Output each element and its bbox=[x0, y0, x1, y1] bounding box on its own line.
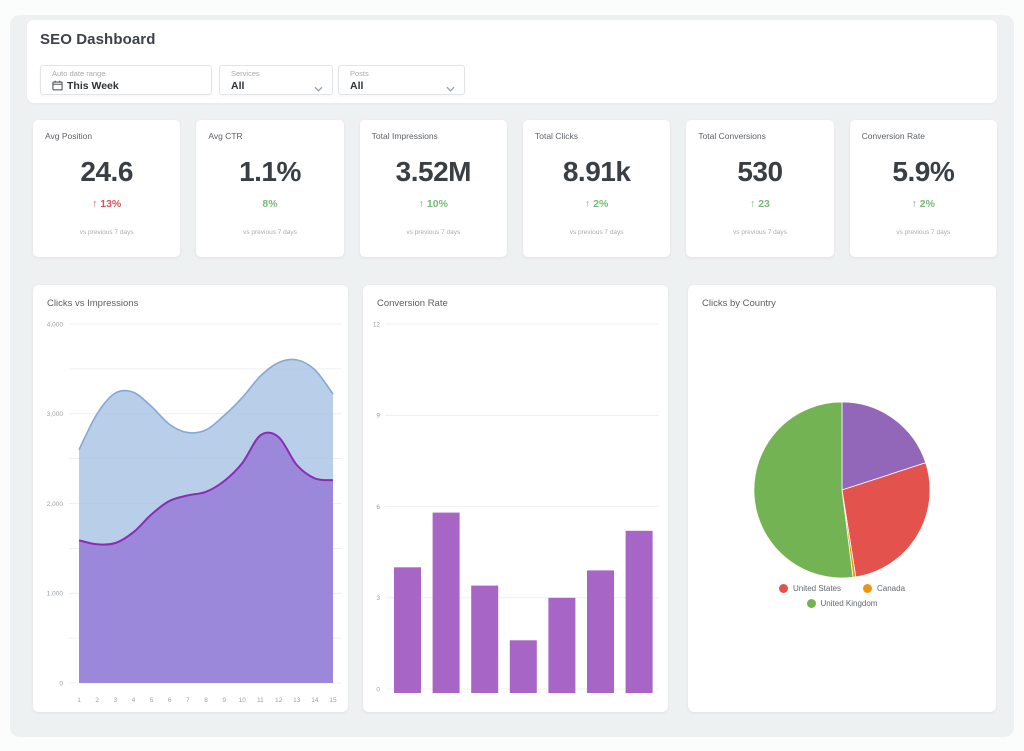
chevron-down-icon bbox=[314, 79, 323, 97]
svg-text:1,000: 1,000 bbox=[47, 591, 64, 598]
legend-label: Canada bbox=[877, 584, 906, 593]
legend-label: United Kingdom bbox=[820, 599, 878, 608]
posts-filter-label: Posts bbox=[350, 69, 369, 78]
legend-dot bbox=[778, 584, 788, 593]
kpi-note: vs previous 7 days bbox=[733, 229, 787, 236]
dashboard-container: SEO Dashboard Auto date range This Week … bbox=[10, 15, 1014, 737]
kpi-delta: ↑ 2% bbox=[911, 198, 935, 210]
kpi-note: vs previous 7 days bbox=[79, 229, 134, 236]
posts-filter-value: All bbox=[350, 79, 364, 92]
kpi-card-avg-position: Avg Position 24.6 ↑ 13% vs previous 7 da… bbox=[33, 120, 181, 257]
chart-title: Clicks vs Impressions bbox=[47, 298, 139, 309]
date-range-filter[interactable]: Auto date range This Week bbox=[40, 65, 212, 95]
svg-text:13: 13 bbox=[293, 697, 301, 704]
kpi-label: Conversion Rate bbox=[861, 131, 925, 141]
services-filter-value: All bbox=[231, 79, 245, 92]
kpi-card-avg-ctr: Avg CTR 1.1% 8% vs previous 7 days bbox=[196, 120, 344, 257]
kpi-delta: ↑ 13% bbox=[92, 198, 122, 210]
clicks-vs-impressions-card: 4,000 3,000 2,000 1,000 0 1 2 3 4 5 6 7 8 9 10 11 12 13 14… bbox=[33, 285, 348, 712]
svg-text:9: 9 bbox=[376, 413, 380, 420]
svg-text:6: 6 bbox=[376, 504, 380, 511]
kpi-value: 530 bbox=[737, 156, 783, 187]
svg-text:3: 3 bbox=[113, 697, 117, 704]
legend-row: United States Canada bbox=[778, 584, 905, 593]
services-filter-label: Services bbox=[231, 69, 260, 78]
kpi-label: Total Clicks bbox=[534, 131, 578, 141]
chart-title: Conversion Rate bbox=[377, 298, 448, 309]
svg-text:1: 1 bbox=[77, 697, 81, 704]
pie-slice bbox=[841, 462, 931, 578]
clicks-by-country-card: Clicks by Country United States Canada Uni… bbox=[688, 285, 996, 712]
svg-text:7: 7 bbox=[186, 697, 190, 704]
kpi-card-total-clicks: Total Clicks 8.91k ↑ 2% vs previous 7 da… bbox=[522, 120, 671, 257]
svg-text:3,000: 3,000 bbox=[47, 411, 64, 418]
svg-text:10: 10 bbox=[239, 697, 247, 704]
kpi-card-total-conversions: Total Conversions 530 ↑ 23 vs previous 7… bbox=[686, 120, 834, 257]
svg-text:5: 5 bbox=[150, 697, 154, 704]
pie-slice bbox=[753, 401, 854, 579]
svg-text:12: 12 bbox=[373, 321, 381, 328]
kpi-value: 1.1% bbox=[239, 156, 301, 187]
kpi-delta: ↑ 2% bbox=[584, 198, 609, 210]
kpi-value: 8.91k bbox=[562, 156, 631, 187]
svg-text:6: 6 bbox=[168, 697, 172, 704]
legend-item[interactable]: United States bbox=[778, 584, 841, 593]
svg-text:9: 9 bbox=[222, 697, 226, 704]
svg-text:2: 2 bbox=[95, 697, 99, 704]
svg-text:0: 0 bbox=[59, 680, 63, 687]
legend-label: United States bbox=[792, 584, 841, 593]
legend-dot bbox=[806, 599, 816, 608]
chart-title: Clicks by Country bbox=[702, 298, 776, 309]
calendar-icon bbox=[52, 80, 63, 91]
svg-text:15: 15 bbox=[329, 697, 337, 704]
kpi-label: Avg Position bbox=[45, 131, 93, 141]
kpi-label: Total Conversions bbox=[698, 131, 766, 141]
kpi-label: Total Impressions bbox=[371, 131, 438, 141]
svg-text:2,000: 2,000 bbox=[47, 501, 64, 508]
svg-text:12: 12 bbox=[275, 697, 283, 704]
kpi-value: 24.6 bbox=[80, 156, 133, 187]
legend-item[interactable]: United Kingdom bbox=[806, 599, 878, 608]
kpi-delta: 8% bbox=[262, 198, 278, 210]
kpi-value: 3.52M bbox=[395, 156, 472, 187]
legend-item[interactable]: Canada bbox=[863, 584, 905, 593]
date-range-filter-label: Auto date range bbox=[52, 69, 106, 78]
svg-text:8: 8 bbox=[204, 697, 208, 704]
pie-slice bbox=[841, 401, 927, 491]
services-filter[interactable]: Services All bbox=[219, 65, 333, 95]
conversion-rate-chart: 12 9 6 3 0 bbox=[373, 321, 659, 693]
pie-legend: United States Canada United Kingdom bbox=[688, 584, 996, 608]
kpi-card-conversion-rate: Conversion Rate 5.9% ↑ 2% vs previous 7 … bbox=[849, 120, 997, 257]
kpi-note: vs previous 7 days bbox=[569, 229, 624, 236]
kpi-note: vs previous 7 days bbox=[243, 229, 297, 236]
conversion-rate-card: 12 9 6 3 0 Conversion Rate bbox=[363, 285, 668, 712]
svg-text:0: 0 bbox=[376, 686, 380, 693]
kpi-card-total-impressions: Total Impressions 3.52M ↑ 10% vs previou… bbox=[359, 120, 507, 257]
kpi-row: Avg Position 24.6 ↑ 13% vs previous 7 da… bbox=[33, 120, 997, 257]
svg-text:3: 3 bbox=[376, 595, 380, 602]
kpi-delta: ↑ 23 bbox=[750, 198, 770, 210]
posts-filter[interactable]: Posts All bbox=[338, 65, 465, 95]
date-range-filter-value: This Week bbox=[67, 79, 119, 92]
kpi-value: 5.9% bbox=[892, 156, 955, 187]
kpi-note: vs previous 7 days bbox=[406, 229, 461, 236]
legend-row: United Kingdom bbox=[806, 599, 878, 608]
kpi-note: vs previous 7 days bbox=[896, 229, 951, 236]
svg-text:11: 11 bbox=[257, 697, 264, 704]
header-card: SEO Dashboard Auto date range This Week … bbox=[27, 20, 997, 103]
page-title: SEO Dashboard bbox=[40, 31, 156, 48]
svg-text:14: 14 bbox=[311, 697, 319, 704]
kpi-label: Avg CTR bbox=[208, 131, 243, 141]
date-range-filter-value-row: This Week bbox=[52, 80, 211, 93]
chevron-down-icon bbox=[446, 79, 455, 97]
kpi-delta: ↑ 10% bbox=[418, 198, 448, 210]
clicks-by-country-chart bbox=[753, 401, 931, 579]
svg-text:4: 4 bbox=[132, 697, 136, 704]
svg-text:4,000: 4,000 bbox=[47, 321, 64, 328]
legend-dot bbox=[863, 584, 872, 593]
